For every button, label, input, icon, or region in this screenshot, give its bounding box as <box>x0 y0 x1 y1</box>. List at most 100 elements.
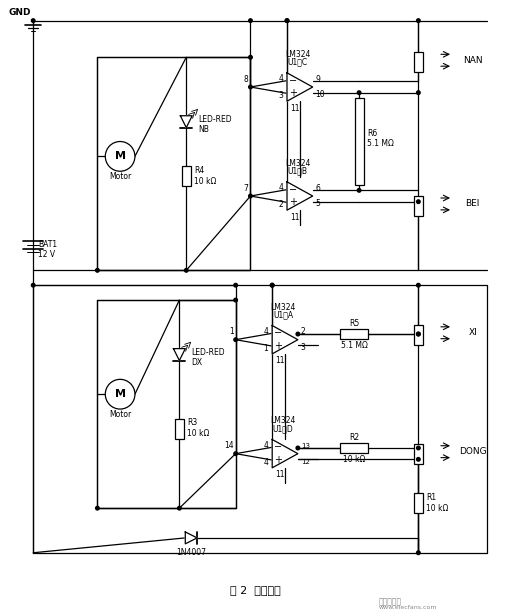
Circle shape <box>96 268 99 272</box>
Text: R2: R2 <box>349 433 359 441</box>
Circle shape <box>96 507 99 510</box>
Text: www.elecfans.com: www.elecfans.com <box>379 605 437 610</box>
Bar <box>414 444 423 464</box>
Circle shape <box>357 188 361 192</box>
Text: DONG: DONG <box>459 447 486 456</box>
Circle shape <box>234 452 238 456</box>
Text: 13: 13 <box>301 443 310 449</box>
Circle shape <box>249 85 252 89</box>
Text: 5: 5 <box>316 200 320 208</box>
Text: 1N4007: 1N4007 <box>176 548 206 558</box>
Text: 10: 10 <box>316 90 326 99</box>
Bar <box>414 325 423 344</box>
Circle shape <box>249 19 252 22</box>
Text: 11: 11 <box>275 470 285 480</box>
Text: 4: 4 <box>278 183 283 192</box>
Circle shape <box>234 284 238 287</box>
Text: 12: 12 <box>301 459 310 465</box>
Text: BAT1: BAT1 <box>38 240 57 249</box>
Bar <box>340 329 368 339</box>
Text: LM324: LM324 <box>285 50 311 59</box>
Text: −: − <box>274 442 282 453</box>
Text: 4: 4 <box>263 457 268 467</box>
Text: 10 kΩ: 10 kΩ <box>187 429 210 438</box>
Text: 11: 11 <box>275 356 285 365</box>
Text: +: + <box>289 197 297 208</box>
Text: LM324: LM324 <box>270 416 296 426</box>
Circle shape <box>416 446 420 450</box>
Polygon shape <box>272 440 298 468</box>
Text: 图 2  控制电路: 图 2 控制电路 <box>230 585 281 596</box>
Circle shape <box>416 19 420 22</box>
Text: U1：D: U1：D <box>273 424 293 433</box>
Circle shape <box>357 91 361 95</box>
Circle shape <box>32 19 35 22</box>
Text: BEI: BEI <box>466 200 480 208</box>
Circle shape <box>249 55 252 59</box>
Text: 8: 8 <box>244 74 248 84</box>
Circle shape <box>234 338 238 341</box>
Text: U1：A: U1：A <box>273 311 293 319</box>
Text: M: M <box>114 389 126 399</box>
Text: LM324: LM324 <box>270 303 296 311</box>
Text: 1: 1 <box>229 327 234 336</box>
Circle shape <box>296 446 299 450</box>
Circle shape <box>285 19 289 22</box>
Text: R6: R6 <box>367 129 377 138</box>
Text: NB: NB <box>198 125 209 134</box>
Polygon shape <box>287 73 313 101</box>
Polygon shape <box>287 182 313 210</box>
Text: M: M <box>114 152 126 161</box>
Text: 电子发烧友: 电子发烧友 <box>379 598 402 607</box>
Text: LED-RED: LED-RED <box>191 348 225 357</box>
Circle shape <box>105 379 135 409</box>
Text: 6: 6 <box>316 184 320 193</box>
Circle shape <box>234 298 238 302</box>
Circle shape <box>249 194 252 198</box>
Text: Motor: Motor <box>109 410 131 419</box>
Text: 4: 4 <box>263 441 268 449</box>
Text: 10 kΩ: 10 kΩ <box>194 177 217 185</box>
Text: −: − <box>274 328 282 338</box>
Bar <box>98 300 236 508</box>
Text: 11: 11 <box>290 104 299 112</box>
Text: LM324: LM324 <box>285 159 311 168</box>
Bar <box>175 419 184 439</box>
Bar <box>98 57 250 270</box>
Circle shape <box>32 284 35 287</box>
Text: XI: XI <box>468 328 477 337</box>
Circle shape <box>416 332 420 336</box>
Circle shape <box>296 332 299 336</box>
Text: 12 V: 12 V <box>38 250 55 259</box>
Text: R1: R1 <box>426 493 436 502</box>
Polygon shape <box>272 325 298 354</box>
Circle shape <box>416 200 420 203</box>
Circle shape <box>416 332 420 336</box>
Text: 5.1 MΩ: 5.1 MΩ <box>367 139 394 148</box>
Circle shape <box>270 284 274 287</box>
Circle shape <box>270 284 274 287</box>
Text: 2: 2 <box>278 200 283 209</box>
Text: 9: 9 <box>316 74 320 84</box>
Text: 3: 3 <box>278 91 283 100</box>
Text: 7: 7 <box>244 184 248 193</box>
Text: R3: R3 <box>187 419 198 427</box>
Text: Motor: Motor <box>109 172 131 181</box>
Text: +: + <box>274 455 282 465</box>
Circle shape <box>184 268 188 272</box>
Bar <box>414 196 423 216</box>
Text: 3: 3 <box>301 343 306 352</box>
Bar <box>340 443 368 453</box>
Circle shape <box>285 19 289 22</box>
Text: GND: GND <box>9 8 31 17</box>
Text: −: − <box>289 76 297 85</box>
Polygon shape <box>180 116 192 128</box>
Text: 1: 1 <box>264 344 268 352</box>
Circle shape <box>178 507 181 510</box>
Text: R5: R5 <box>349 319 359 328</box>
Bar <box>182 166 191 186</box>
Text: 11: 11 <box>290 212 299 222</box>
Text: R4: R4 <box>194 166 204 175</box>
Text: −: − <box>289 185 297 195</box>
Text: 10 kΩ: 10 kΩ <box>343 456 365 464</box>
